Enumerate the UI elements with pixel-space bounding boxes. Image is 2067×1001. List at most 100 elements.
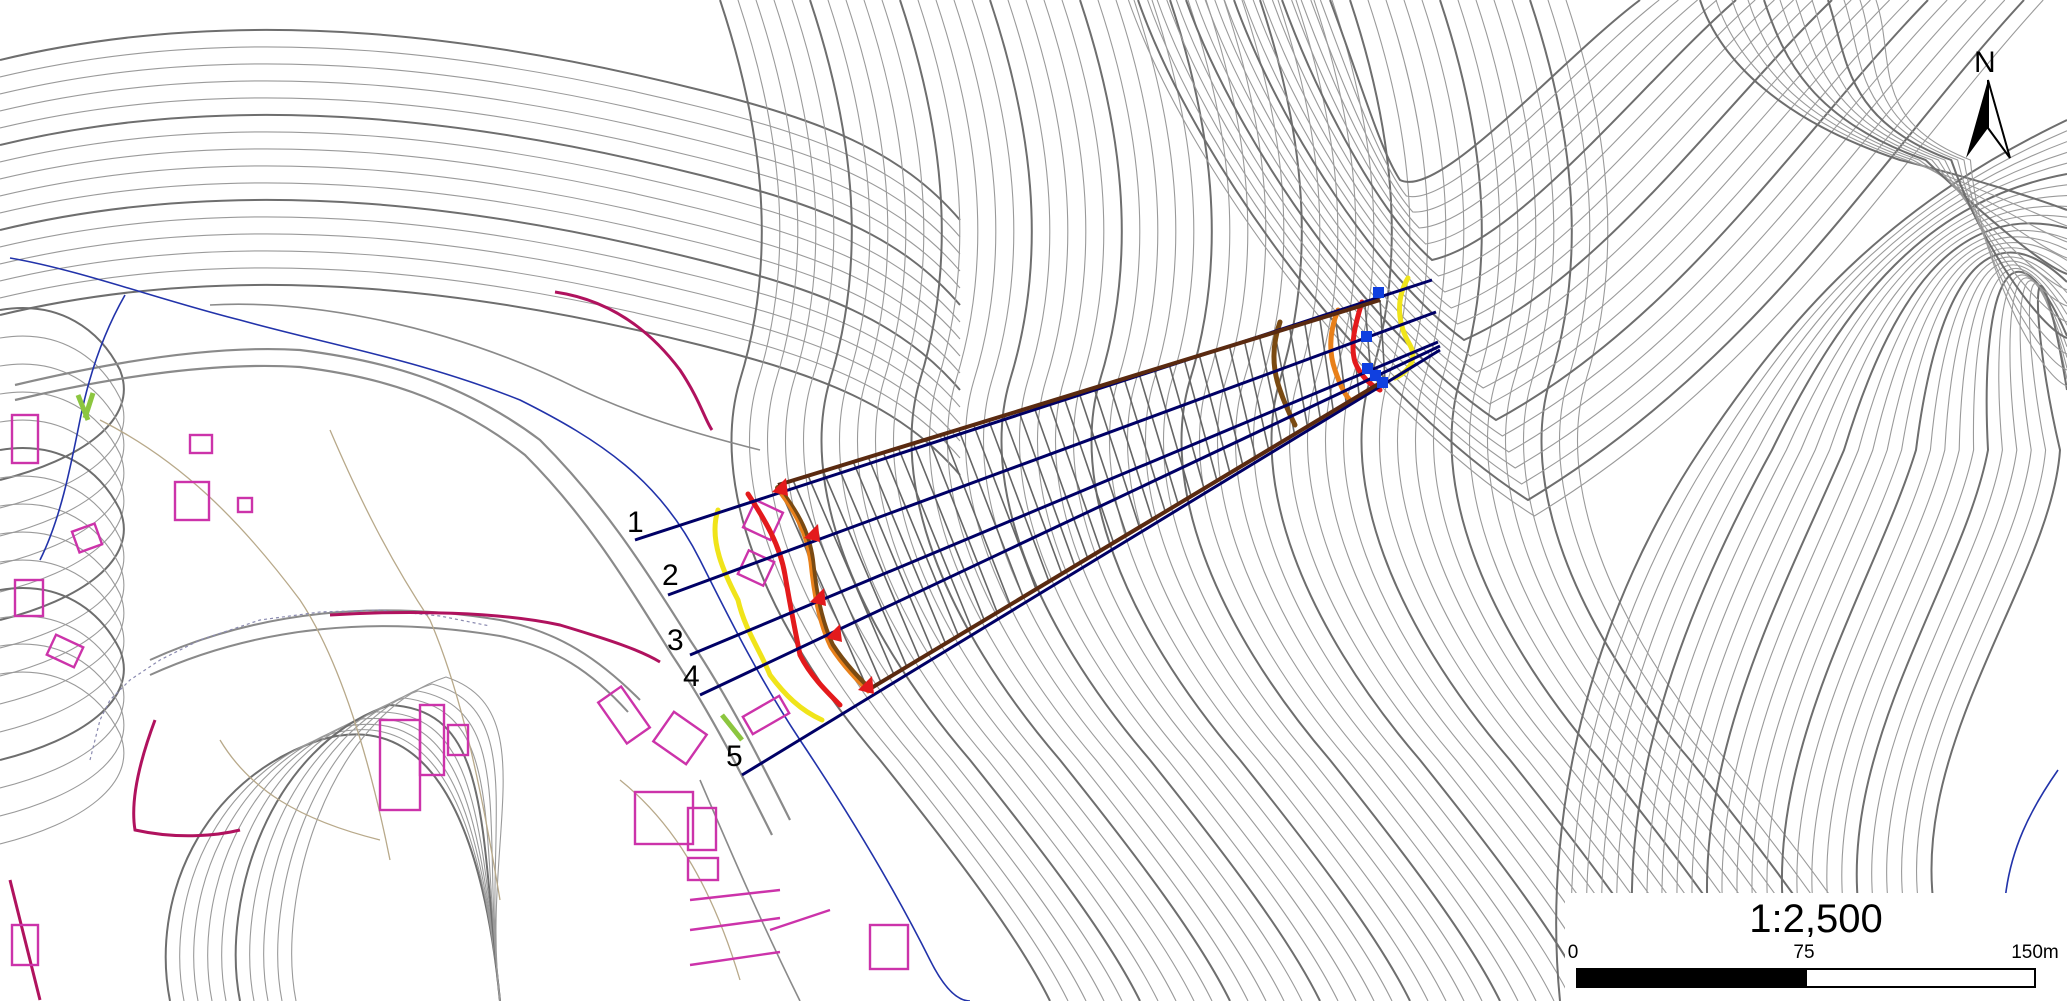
contour-minor (1300, 0, 1698, 229)
contour-minor (1691, 214, 2067, 1001)
hatch-line (957, 429, 1024, 598)
contour-major (0, 198, 961, 391)
contour-minor (1133, 0, 1465, 1001)
contour-minor (1901, 280, 2067, 1001)
triangle-marker-icon (810, 588, 826, 606)
scale-tick-label: 150m (2011, 942, 2059, 963)
contour-minor (1403, 0, 1735, 1001)
contour-major (1259, 0, 1591, 1001)
square-marker-icon (1370, 370, 1381, 381)
hatch-line (1168, 364, 1205, 489)
contour-minor (0, 182, 961, 374)
contour-minor (0, 419, 125, 593)
stream (39, 294, 126, 561)
contour-minor (1751, 241, 2067, 1001)
building (633, 790, 695, 846)
building (686, 806, 718, 852)
contour-major (719, 0, 1051, 1001)
contour-major (899, 0, 1231, 1001)
contour-minor (1601, 151, 2067, 1001)
hatch-line (1123, 378, 1167, 512)
contour-minor (0, 148, 961, 340)
contour-minor (1223, 0, 1555, 1001)
vegetation-strip (82, 392, 96, 419)
hatch-line (1319, 318, 1335, 412)
building (45, 633, 85, 669)
contour-minor (863, 0, 1195, 1001)
contour-minor (291, 676, 504, 1001)
north-arrow: N (1966, 46, 2011, 159)
contour-major (164, 733, 501, 1001)
contour-major (1329, 0, 1641, 183)
contour-minor (1886, 277, 2067, 1001)
hatch-line (792, 480, 882, 683)
scale-segment-black (1576, 968, 1807, 988)
contour-major (0, 113, 961, 306)
contour-minor (1061, 0, 1393, 1001)
scale-tick-label: 0 (1568, 942, 1579, 963)
contour-minor (1843, 0, 2067, 355)
building (10, 923, 40, 967)
square-marker-icon (1377, 377, 1388, 388)
hatch-line (1048, 401, 1102, 551)
contour-major (1169, 0, 1501, 1001)
contour-major (1827, 0, 2067, 339)
zone-yellow-lower (712, 507, 825, 723)
contour-major (1281, 0, 1737, 262)
contour-minor (1043, 0, 1375, 1001)
zone-outline (777, 298, 1381, 487)
fence (689, 888, 781, 902)
contour-minor (0, 131, 961, 323)
hatch-line (1002, 415, 1063, 575)
contour-minor (1156, 0, 1987, 469)
square-marker-icon (1362, 363, 1373, 374)
hatch-line (987, 419, 1050, 582)
contour-minor (1811, 260, 2067, 1001)
lower-road (699, 779, 801, 1001)
hatch-line (1258, 336, 1283, 443)
hatch-line (777, 484, 869, 691)
contour-minor (1721, 229, 2067, 1001)
contour-minor (1715, 0, 2067, 227)
contour-major (989, 0, 1321, 1001)
contour-minor (0, 643, 125, 817)
contour-minor (1646, 184, 2067, 1001)
boundary (554, 290, 714, 431)
triangle-marker-icon (826, 624, 842, 642)
vegetation (75, 392, 744, 742)
profile-line-2 (667, 310, 1437, 597)
main-road-edge (14, 364, 773, 836)
contour-major (1706, 222, 2067, 1001)
contour-minor (0, 671, 125, 845)
contour-major (1555, 119, 2067, 1001)
north-label: N (1974, 46, 1996, 79)
property-line (99, 419, 391, 861)
contour-minor (1731, 0, 2067, 243)
contour-minor (1262, 0, 1775, 293)
contour-minor (0, 165, 961, 357)
buildings (10, 413, 910, 971)
contour-minor (1570, 130, 2067, 1001)
building (868, 923, 910, 971)
contour-major (1855, 270, 2067, 1001)
contour-minor (755, 0, 1087, 1001)
contour-minor (1676, 205, 2067, 1001)
contour-minor (917, 0, 1249, 1001)
contour-minor (0, 250, 961, 442)
contour-minor (0, 559, 125, 733)
square-marker-icon (1373, 287, 1384, 298)
contour-minor (0, 46, 961, 238)
contour-minor (827, 0, 1159, 1001)
slope-hatching (777, 299, 1386, 691)
contour-minor (1796, 256, 2067, 1001)
contour-minor (773, 0, 1105, 1001)
north-arrow-icon (1987, 79, 2011, 159)
contour-major (1079, 0, 1411, 1001)
path (209, 303, 761, 451)
contour-minor (935, 0, 1267, 1001)
boundary (8, 879, 42, 1001)
hatch-line (837, 466, 921, 660)
contour-minor (1811, 0, 2067, 323)
